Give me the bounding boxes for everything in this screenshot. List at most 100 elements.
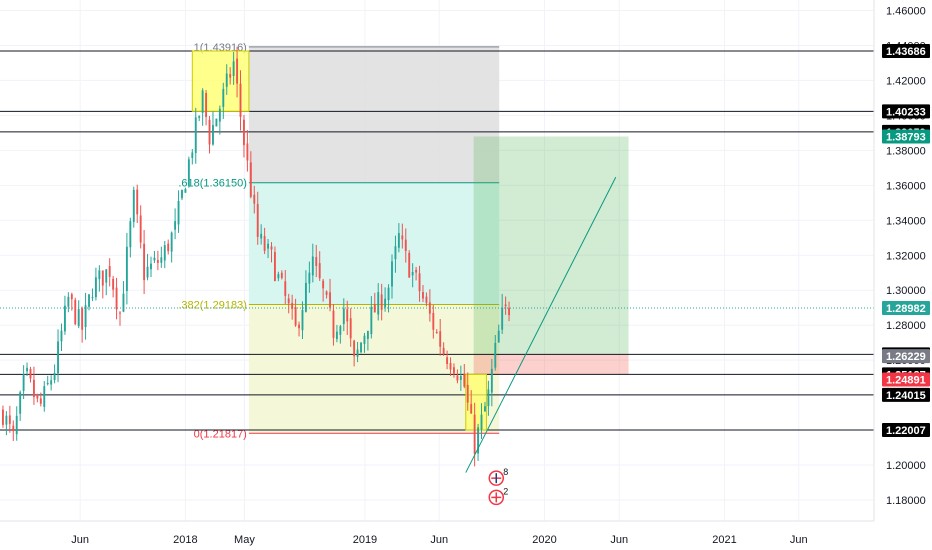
time-axis[interactable]: Jun 2018 May 2019 Jun 2020 Jun 2021 Jun <box>0 520 874 550</box>
price-tick-label: 1.32000 <box>886 250 926 262</box>
candle-body <box>332 310 335 338</box>
candle-body <box>81 308 84 330</box>
candle-body <box>218 108 221 122</box>
time-tick-label: Jun <box>610 534 628 546</box>
candle-body <box>435 332 438 334</box>
price-tick-label: 1.18000 <box>886 495 926 507</box>
time-tick-label: 2018 <box>173 534 197 546</box>
candlestick-series <box>2 46 511 467</box>
uk-flag-event-icon[interactable]: 8 <box>488 467 508 486</box>
candle-body <box>501 307 504 330</box>
candle-body <box>108 266 111 277</box>
candle-body <box>287 298 290 304</box>
candle-body <box>411 272 414 276</box>
level-price-tag-box[interactable] <box>882 43 930 58</box>
us-flag-event-icon[interactable]: 2 <box>488 486 508 506</box>
candle-body <box>222 88 225 107</box>
candle-body <box>39 398 42 404</box>
position-stop-zone[interactable] <box>473 354 629 375</box>
candle-body <box>136 189 139 215</box>
candle-body <box>298 324 300 329</box>
candle-body <box>174 221 177 230</box>
position-profit-zone[interactable] <box>473 136 629 355</box>
candle-body <box>366 330 369 339</box>
price-axis-background <box>874 0 932 550</box>
price-tick-label: 1.20000 <box>886 460 926 472</box>
candle-body <box>425 296 428 303</box>
candle-body <box>77 309 80 327</box>
candle-body <box>143 243 146 281</box>
candle-body <box>453 367 455 374</box>
candle-body <box>477 427 480 454</box>
level-price-tag-box[interactable] <box>882 104 930 119</box>
candle-body <box>308 272 311 284</box>
candle-body <box>325 291 328 295</box>
candle-body <box>487 389 490 407</box>
candle-body <box>284 281 287 296</box>
candle-body <box>115 287 118 310</box>
level-price-tag-box[interactable] <box>882 422 930 437</box>
candle-body <box>397 233 400 248</box>
price-tag-box[interactable] <box>882 129 930 144</box>
economic-events[interactable]: 82 <box>488 467 508 506</box>
time-tick-label: Jun <box>430 534 448 546</box>
candle-body <box>205 93 208 117</box>
candle-body <box>294 307 297 326</box>
price-tag-box[interactable] <box>882 301 930 316</box>
candle-body <box>184 188 187 193</box>
time-tick-label: 2020 <box>532 534 556 546</box>
candle-body <box>160 257 163 263</box>
fib-band <box>248 46 500 183</box>
candle-body <box>363 335 366 344</box>
candle-body <box>415 269 418 273</box>
candle-body <box>311 256 314 276</box>
zone-box[interactable] <box>465 373 487 431</box>
candle-body <box>170 232 173 252</box>
price-tag-box[interactable] <box>882 349 930 364</box>
candle-body <box>112 278 115 290</box>
candle-body <box>456 375 459 381</box>
price-tag-box[interactable] <box>882 372 930 387</box>
trend-line[interactable] <box>465 176 617 473</box>
candle-body <box>122 293 125 312</box>
candle-body <box>84 305 87 328</box>
candle-body <box>239 83 242 117</box>
candle-body <box>119 312 121 314</box>
candle-body <box>339 326 342 335</box>
long-position-tool[interactable] <box>473 136 629 375</box>
trend-line-segment[interactable] <box>465 176 617 473</box>
candle-body <box>232 61 235 77</box>
candle-body <box>442 347 445 355</box>
candle-body <box>63 305 66 332</box>
candle-body <box>353 340 356 357</box>
price-axis[interactable]: 1.180001.200001.220001.240001.260001.280… <box>873 0 932 550</box>
horizontal-levels[interactable] <box>0 50 874 431</box>
price-tick-label: 1.34000 <box>886 215 926 227</box>
price-tick-label: 1.38000 <box>886 145 926 157</box>
candle-body <box>322 280 325 289</box>
candle-body <box>470 404 473 414</box>
level-price-tag: 1.43686 <box>886 46 926 58</box>
candle-body <box>304 282 307 312</box>
price-tag: 1.26229 <box>886 351 926 363</box>
level-price-tag-box[interactable] <box>882 387 930 402</box>
candle-body <box>53 372 56 381</box>
candle-body <box>2 409 4 425</box>
price-tag: 1.28982 <box>886 303 926 315</box>
candle-body <box>22 374 25 391</box>
candle-body <box>422 292 424 299</box>
fib-band <box>248 182 500 305</box>
candle-body <box>387 287 390 301</box>
candle-body <box>291 302 294 309</box>
candle-body <box>150 263 152 270</box>
fibonacci-retracement[interactable]: 1(1.43916).618(1.36150).382(1.29183)0(1.… <box>178 42 500 440</box>
candle-body <box>318 263 321 279</box>
candle-body <box>29 368 32 379</box>
candle-body <box>459 376 462 380</box>
candle-body <box>504 304 507 307</box>
price-tick-label: 1.46000 <box>886 5 926 17</box>
candle-body <box>19 392 22 414</box>
candle-body <box>267 243 269 249</box>
time-tick-label: 2019 <box>353 534 377 546</box>
